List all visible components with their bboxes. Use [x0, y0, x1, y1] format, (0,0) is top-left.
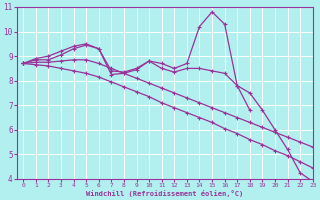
X-axis label: Windchill (Refroidissement éolien,°C): Windchill (Refroidissement éolien,°C) [86, 190, 244, 197]
